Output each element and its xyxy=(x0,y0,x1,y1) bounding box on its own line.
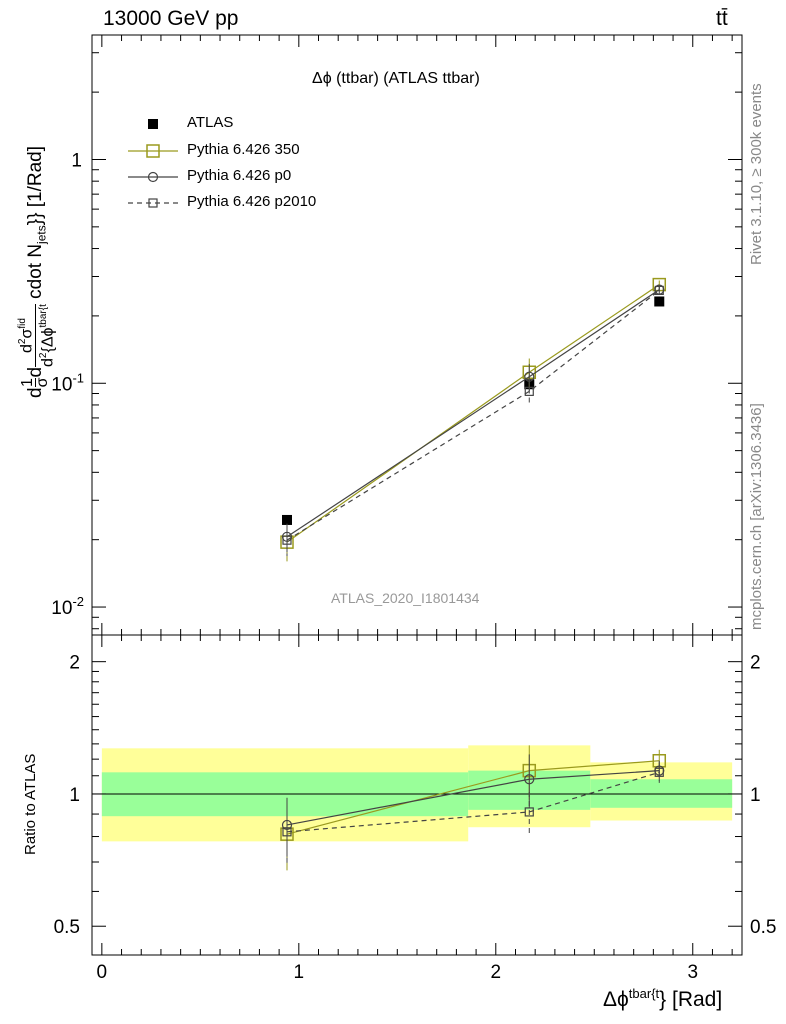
ratio-y-tick-label: 0.5 xyxy=(54,917,80,938)
series-main-panel xyxy=(280,277,667,562)
series-point-0 xyxy=(282,514,292,525)
axis-tick-labels: 0 1 2 3 10-2 10-1 1 0.5 0.5 1 1 2 2 xyxy=(51,150,776,983)
ratio-point-3 xyxy=(282,827,292,837)
ratio-point-3 xyxy=(524,807,534,817)
analysis-watermark: ATLAS_2020_I1801434 xyxy=(331,590,480,606)
header-right: tt̄ xyxy=(716,7,728,30)
series-line-3 xyxy=(286,289,660,541)
x-tick-label: 2 xyxy=(490,962,501,983)
series-line-2 xyxy=(286,289,660,538)
ratio-y-tick-label-right: 1 xyxy=(750,785,761,806)
legend-label-atlas: ATLAS xyxy=(187,114,234,131)
legend-label-pythia-350: Pythia 6.426 350 xyxy=(187,141,300,158)
legend-marker-3 xyxy=(148,198,158,208)
legend-label-pythia-p0: Pythia 6.426 p0 xyxy=(187,167,292,184)
ratio-point-2 xyxy=(281,819,293,831)
series-point-3 xyxy=(524,386,534,396)
ratio-y-tick-label-right: 2 xyxy=(750,653,761,674)
legend-markers xyxy=(128,119,178,208)
x-tick-label: 1 xyxy=(294,962,305,983)
ratio-y-tick-label: 2 xyxy=(69,653,80,674)
series-point-3 xyxy=(282,535,292,545)
ratio-point-2 xyxy=(524,774,535,785)
series-point-0 xyxy=(654,296,665,307)
axis-ticks xyxy=(92,35,742,955)
main-panel-frame xyxy=(91,34,743,636)
legend-marker-0 xyxy=(148,119,158,129)
series-point-3 xyxy=(654,285,664,296)
ratio-bands xyxy=(92,745,742,842)
x-axis-title: Δϕtbar{t} [Rad] xyxy=(603,986,722,1012)
xlabel-tail: } [Rad] xyxy=(659,988,723,1011)
legend-marker-1 xyxy=(146,144,160,158)
legend-marker-2 xyxy=(147,171,159,183)
x-tick-label: 0 xyxy=(97,962,108,983)
ratio-y-tick-label-right: 0.5 xyxy=(750,917,776,938)
series-ratio-panel xyxy=(280,745,667,871)
ratio-point-3 xyxy=(654,767,664,777)
main-y-tick-label: 1 xyxy=(71,150,82,171)
chart-title: Δϕ (ttbar) (ATLAS ttbar) xyxy=(312,70,480,87)
ratio-y-tick-label: 1 xyxy=(69,785,80,806)
header-left: 13000 GeV pp xyxy=(103,7,239,30)
xlabel-main: Δϕ xyxy=(603,988,629,1011)
xlabel-sup: tbar{t xyxy=(628,986,660,1001)
x-tick-label: 3 xyxy=(687,962,698,983)
main-y-tick-label: 10-2 xyxy=(51,594,84,619)
main-y-tick-label: 10-1 xyxy=(51,370,84,395)
legend-label-pythia-p2010: Pythia 6.426 p2010 xyxy=(187,193,317,210)
